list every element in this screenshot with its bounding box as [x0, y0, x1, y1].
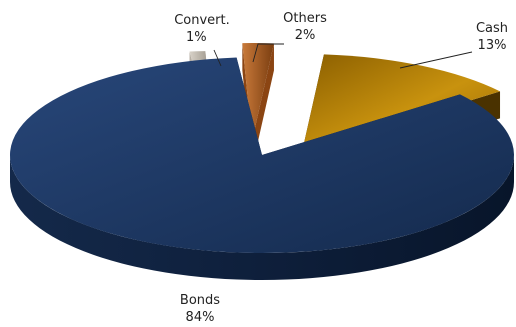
slice-label-bonds: Bonds 84% [160, 292, 240, 326]
slice-label-cash-name: Cash [475, 21, 509, 36]
slice-label-convert-pct: 1% [186, 30, 207, 45]
slice-label-convert: Convert. 1% [162, 12, 242, 46]
slice-label-cash-pct: 13% [477, 38, 507, 53]
slice-bonds [9, 57, 514, 280]
leader-line-convert [213, 49, 222, 67]
slice-label-others-name: Others [283, 11, 327, 26]
slice-label-bonds-name: Bonds [179, 293, 221, 308]
slice-label-others-pct: 2% [294, 28, 316, 43]
slice-label-bonds-pct: 84% [185, 310, 215, 325]
slice-label-others: Others 2% [270, 10, 340, 44]
leader-line-others [252, 43, 284, 63]
leader-line-cash [399, 51, 473, 69]
slice-label-cash: Cash 13% [462, 20, 516, 54]
slice-label-convert-name: Convert. [174, 13, 230, 28]
